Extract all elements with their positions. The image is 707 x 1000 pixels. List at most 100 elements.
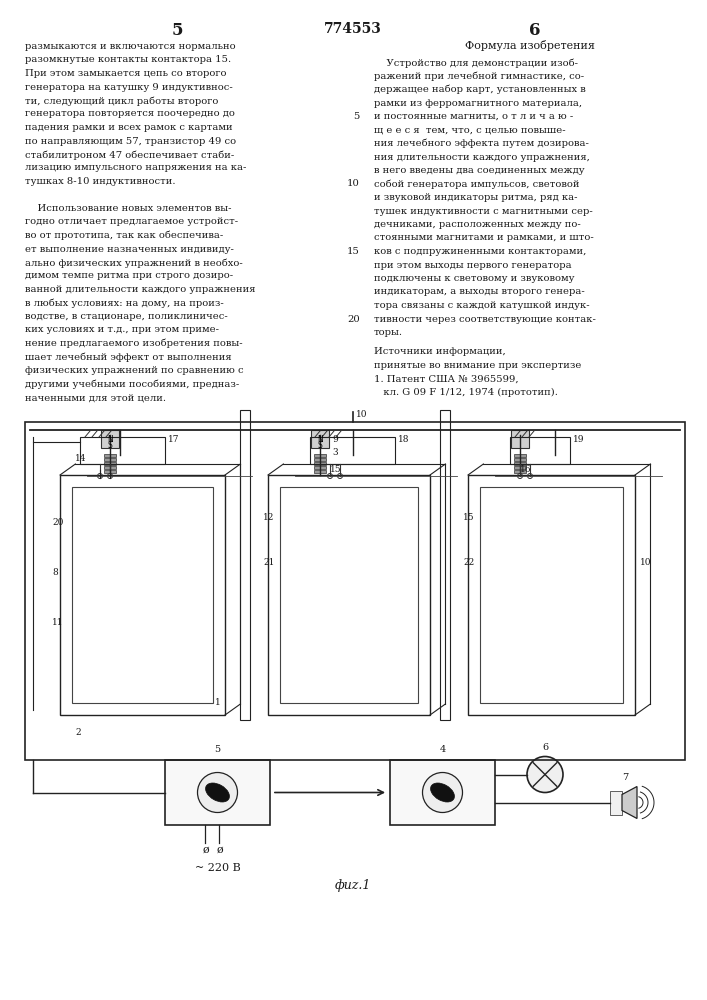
Bar xyxy=(104,466,116,469)
Bar xyxy=(314,466,326,469)
Text: 21: 21 xyxy=(263,558,274,567)
Text: ния длительности каждого упражнения,: ния длительности каждого упражнения, xyxy=(374,152,590,161)
Text: 5: 5 xyxy=(214,745,221,754)
Text: 6: 6 xyxy=(542,744,548,752)
Text: щ е е с я  тем, что, с целью повыше-: щ е е с я тем, что, с целью повыше- xyxy=(374,125,566,134)
Text: 20: 20 xyxy=(347,314,360,324)
Text: ти, следующий цикл работы второго: ти, следующий цикл работы второго xyxy=(25,96,218,105)
Text: 14: 14 xyxy=(75,454,86,463)
Text: во от прототипа, так как обеспечива-: во от прототипа, так как обеспечива- xyxy=(25,231,223,240)
Text: Формула изобретения: Формула изобретения xyxy=(464,40,595,51)
Ellipse shape xyxy=(206,783,230,802)
Text: 20: 20 xyxy=(52,518,64,527)
Bar xyxy=(80,437,165,464)
Text: При этом замыкается цепь со второго: При этом замыкается цепь со второго xyxy=(25,69,226,78)
Bar xyxy=(104,458,116,461)
Text: ков с подпружиненными контакторами,: ков с подпружиненными контакторами, xyxy=(374,247,586,256)
Text: ø: ø xyxy=(216,845,223,855)
Text: 1. Патент США № 3965599,: 1. Патент США № 3965599, xyxy=(374,374,519,383)
Text: 18: 18 xyxy=(398,435,409,444)
Text: генератора повторяется поочередно до: генератора повторяется поочередно до xyxy=(25,109,235,118)
Circle shape xyxy=(423,772,462,812)
Text: 5: 5 xyxy=(171,22,182,39)
Text: 11: 11 xyxy=(52,618,64,627)
Text: 15: 15 xyxy=(463,513,474,522)
Text: лизацию импульсного напряжения на ка-: лизацию импульсного напряжения на ка- xyxy=(25,163,246,172)
Text: 774553: 774553 xyxy=(324,22,382,36)
Bar xyxy=(310,437,395,464)
Text: другими учебными пособиями, предназ-: другими учебными пособиями, предназ- xyxy=(25,379,239,389)
Bar xyxy=(240,410,250,720)
Text: рамки из ферромагнитного материала,: рамки из ферромагнитного материала, xyxy=(374,99,582,107)
Bar xyxy=(390,760,495,825)
Text: 8: 8 xyxy=(52,568,58,577)
Text: ванной длительности каждого упражнения: ванной длительности каждого упражнения xyxy=(25,285,255,294)
Bar xyxy=(514,466,526,469)
Bar xyxy=(514,454,526,457)
Text: 1: 1 xyxy=(215,698,221,707)
Text: тушек индуктивности с магнитными сер-: тушек индуктивности с магнитными сер- xyxy=(374,207,592,216)
Text: ø: ø xyxy=(202,845,209,855)
Text: 15: 15 xyxy=(347,247,360,256)
Text: держащее набор карт, установленных в: держащее набор карт, установленных в xyxy=(374,85,586,95)
Bar xyxy=(104,462,116,465)
Text: в него введены два соединенных между: в него введены два соединенных между xyxy=(374,166,585,175)
Text: физических упражнений по сравнению с: физических упражнений по сравнению с xyxy=(25,366,244,375)
Bar xyxy=(610,790,622,814)
Text: S: S xyxy=(317,440,322,450)
Text: ражений при лечебной гимнастике, со-: ражений при лечебной гимнастике, со- xyxy=(374,72,584,81)
Text: 15: 15 xyxy=(330,465,341,474)
Text: N: N xyxy=(317,434,323,444)
Text: стабилитроном 47 обеспечивает стаби-: стабилитроном 47 обеспечивает стаби- xyxy=(25,150,234,159)
Text: подключены к световому и звуковому: подключены к световому и звуковому xyxy=(374,274,575,283)
Text: 16: 16 xyxy=(520,465,532,474)
Text: падения рамки и всех рамок с картами: падения рамки и всех рамок с картами xyxy=(25,123,233,132)
Bar xyxy=(314,462,326,465)
Bar xyxy=(514,458,526,461)
Text: 2: 2 xyxy=(75,728,81,737)
Text: кл. G 09 F 1/12, 1974 (прототип).: кл. G 09 F 1/12, 1974 (прототип). xyxy=(374,388,558,397)
Text: 9: 9 xyxy=(332,435,338,444)
Text: фиz.1: фиz.1 xyxy=(335,879,371,892)
Text: и звуковой индикаторы ритма, ряд ка-: и звуковой индикаторы ритма, ряд ка- xyxy=(374,193,578,202)
Text: тивности через соответствующие контак-: тивности через соответствующие контак- xyxy=(374,314,596,324)
Text: ния лечебного эффекта путем дозирова-: ния лечебного эффекта путем дозирова- xyxy=(374,139,589,148)
Text: тушках 8-10 индуктивности.: тушках 8-10 индуктивности. xyxy=(25,177,175,186)
Text: 5: 5 xyxy=(354,112,360,121)
Bar xyxy=(280,487,418,703)
Ellipse shape xyxy=(431,783,455,802)
Text: в любых условиях: на дому, на произ-: в любых условиях: на дому, на произ- xyxy=(25,298,223,308)
Bar xyxy=(104,470,116,473)
Text: торы.: торы. xyxy=(374,328,403,337)
Text: разомкнутые контакты контактора 15.: разомкнутые контакты контактора 15. xyxy=(25,55,231,64)
Bar xyxy=(480,487,623,703)
Text: Использование новых элементов вы-: Использование новых элементов вы- xyxy=(25,204,231,213)
Text: S: S xyxy=(107,440,112,450)
Bar xyxy=(311,430,329,448)
Text: годно отличает предлагаемое устройст-: годно отличает предлагаемое устройст- xyxy=(25,218,238,227)
Bar xyxy=(514,470,526,473)
Bar xyxy=(72,487,213,703)
Bar xyxy=(314,454,326,457)
Text: шает лечебный эффект от выполнения: шает лечебный эффект от выполнения xyxy=(25,353,232,362)
Bar xyxy=(104,454,116,457)
Circle shape xyxy=(197,772,238,812)
Text: 10: 10 xyxy=(356,410,368,419)
Text: ких условиях и т.д., при этом приме-: ких условиях и т.д., при этом приме- xyxy=(25,326,219,334)
Text: и постоянные магниты, о т л и ч а ю -: и постоянные магниты, о т л и ч а ю - xyxy=(374,112,573,121)
Text: 17: 17 xyxy=(168,435,180,444)
Text: принятые во внимание при экспертизе: принятые во внимание при экспертизе xyxy=(374,361,581,370)
Text: водстве, в стационаре, поликлиничес-: водстве, в стационаре, поликлиничес- xyxy=(25,312,228,321)
Text: 7: 7 xyxy=(622,774,628,782)
Text: 10: 10 xyxy=(347,180,360,188)
Text: 4: 4 xyxy=(439,745,445,754)
Text: нение предлагаемого изобретения повы-: нение предлагаемого изобретения повы- xyxy=(25,339,243,349)
Text: ально физических упражнений в необхо-: ально физических упражнений в необхо- xyxy=(25,258,243,267)
Text: по направляющим 57, транзистор 49 со: по направляющим 57, транзистор 49 со xyxy=(25,136,236,145)
Bar xyxy=(510,437,570,464)
Text: 6: 6 xyxy=(530,22,541,39)
Text: дечниками, расположенных между по-: дечниками, расположенных между по- xyxy=(374,220,580,229)
Text: 19: 19 xyxy=(573,435,585,444)
Text: тора связаны с каждой катушкой индук-: тора связаны с каждой катушкой индук- xyxy=(374,301,590,310)
Bar xyxy=(314,470,326,473)
